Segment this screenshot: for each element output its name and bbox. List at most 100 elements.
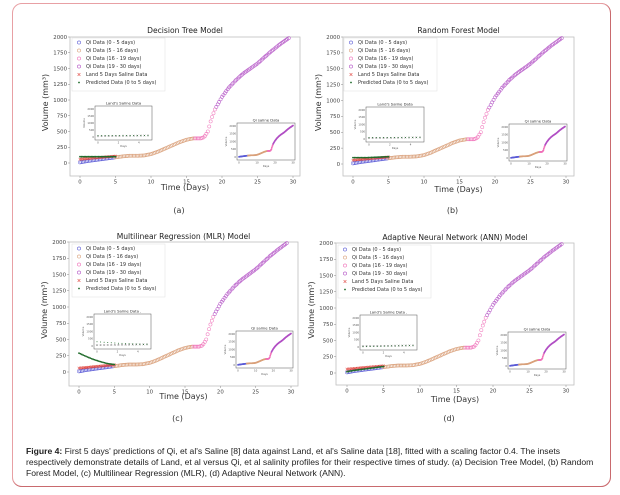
legend-marker-dot: [78, 287, 80, 290]
legend-marker-dot: [344, 288, 346, 291]
inset-land-xtick: 4: [138, 141, 140, 145]
inset-qi-point: [541, 355, 544, 358]
qi-data-point: [463, 137, 468, 142]
qi-data-point: [402, 154, 406, 159]
predicted-data-point: [103, 361, 106, 364]
inset-land-frame: [365, 106, 425, 143]
y-axis-label: Volume (mm³): [307, 281, 316, 338]
legend-marker-circle: [343, 247, 347, 252]
x-tick-label: 5: [387, 180, 390, 186]
x-tick-label: 10: [146, 390, 153, 396]
qi-data-point: [96, 366, 101, 371]
y-tick-label: 1250: [52, 289, 66, 295]
inset-land-ytick: 500: [354, 338, 359, 342]
legend-marker-dot: [78, 81, 80, 84]
inset-predicted-point: [368, 137, 370, 139]
qi-data-point: [183, 346, 187, 350]
inset-predicted-point: [122, 135, 124, 137]
inset-predicted-point: [376, 345, 378, 347]
legend-entry: Land 5 Days Saline Data: [358, 72, 419, 78]
predicted-data-point: [83, 354, 86, 357]
legend-entry: Predicted Data (0 to 5 days): [86, 286, 156, 292]
inset-land-ytick: 2000: [352, 316, 359, 320]
x-tick-label: 0: [345, 389, 349, 395]
inset-qi-ytick: 1500: [501, 133, 508, 137]
inset-predicted-point: [133, 135, 135, 137]
y-tick-label: 1750: [53, 51, 67, 57]
qi-data-point: [397, 155, 402, 159]
predicted-data-point: [362, 156, 364, 159]
y-axis-label: Volume (mm³): [41, 74, 50, 131]
inset-qi-xtick: 0: [238, 161, 240, 165]
inset-qi-xtick: 30: [562, 370, 566, 374]
inset-predicted-point: [126, 135, 128, 137]
predicted-data-point: [91, 155, 94, 158]
chart-a: Decision Tree Model025050075010001250150…: [41, 26, 301, 215]
qi-data-point: [92, 367, 97, 371]
qi-data-point: [352, 161, 357, 165]
inset-land: Land's Saline Data . 0 500 1000 1500 2000 0 2 4 D…: [347, 310, 418, 358]
inset-predicted-point: [408, 136, 410, 138]
qi-data-point: [351, 161, 355, 166]
inset-predicted-point: [386, 137, 388, 139]
inset-qi-ytick: 500: [503, 148, 508, 152]
inset-land-xtick: 0: [97, 141, 99, 145]
inset-predicted-point: [115, 135, 117, 137]
legend-marker-x: [77, 278, 81, 283]
qi-data-point: [463, 345, 468, 350]
predicted-data-point: [85, 355, 87, 358]
x-tick-label: 30: [563, 389, 570, 395]
inset-land-title: Land's Saline Data: [106, 101, 141, 106]
chart-b: Random Forest Model025050075010001250150…: [314, 26, 575, 215]
predicted-data-point: [356, 156, 359, 159]
inset-land-ytick: 1000: [358, 122, 365, 126]
predicted-data-point: [368, 367, 370, 370]
y-tick-label: 250: [330, 146, 341, 152]
x-tick-label: 25: [254, 180, 261, 186]
qi-data-point: [403, 363, 408, 368]
predicted-data-point: [107, 155, 110, 158]
qi-data-point: [95, 157, 99, 162]
inset-land-point: [113, 343, 116, 346]
inset-land-ytick: 1500: [86, 322, 93, 326]
legend-marker-circle: [77, 40, 81, 45]
qi-data-point: [190, 136, 195, 141]
qi-data-point: [407, 363, 412, 368]
qi-data-point: [363, 159, 368, 164]
inset-land-point: [131, 343, 134, 346]
x-tick-label: 15: [183, 180, 190, 186]
predicted-data-point: [357, 156, 360, 159]
qi-data-point: [396, 363, 400, 368]
inset-qi-ytick: 500: [231, 147, 236, 151]
inset-predicted-point: [369, 346, 371, 348]
inset-land-xlabel: Days: [120, 144, 127, 148]
predicted-data-point: [359, 156, 361, 159]
x-tick-label: 25: [526, 389, 533, 395]
inset-predicted-point: [110, 342, 112, 344]
inset-land-ytick: 500: [89, 128, 94, 132]
inset-land-ytick: 1500: [352, 323, 359, 327]
inset-qi-xlabel: Days: [535, 165, 542, 169]
qi-data-point: [479, 328, 484, 332]
predicted-data-point: [112, 363, 114, 366]
qi-data-point: [126, 362, 131, 367]
qi-data-point: [468, 137, 473, 142]
inset-predicted-point: [143, 135, 145, 137]
inset-qi-ylabel: Volume: [495, 345, 499, 355]
inset-land-point: [368, 137, 370, 140]
qi-data-point: [122, 154, 126, 159]
x-tick-label: 20: [219, 180, 226, 186]
qi-data-point: [400, 363, 405, 368]
inset-land-title: Land's Saline Data .: [104, 309, 142, 314]
inset-predicted-point: [104, 135, 106, 137]
legend-marker-circle: [77, 246, 81, 251]
inset-predicted-point: [128, 343, 130, 345]
inset-land-ytick: 1500: [358, 115, 365, 119]
predicted-data-point: [94, 155, 97, 158]
qi-data-point: [124, 154, 129, 158]
inset-predicted-point: [96, 341, 98, 343]
qi-data-point: [368, 158, 372, 163]
qi-data-point: [143, 361, 148, 366]
inset-predicted-point: [380, 345, 382, 347]
predicted-data-point: [367, 156, 370, 159]
